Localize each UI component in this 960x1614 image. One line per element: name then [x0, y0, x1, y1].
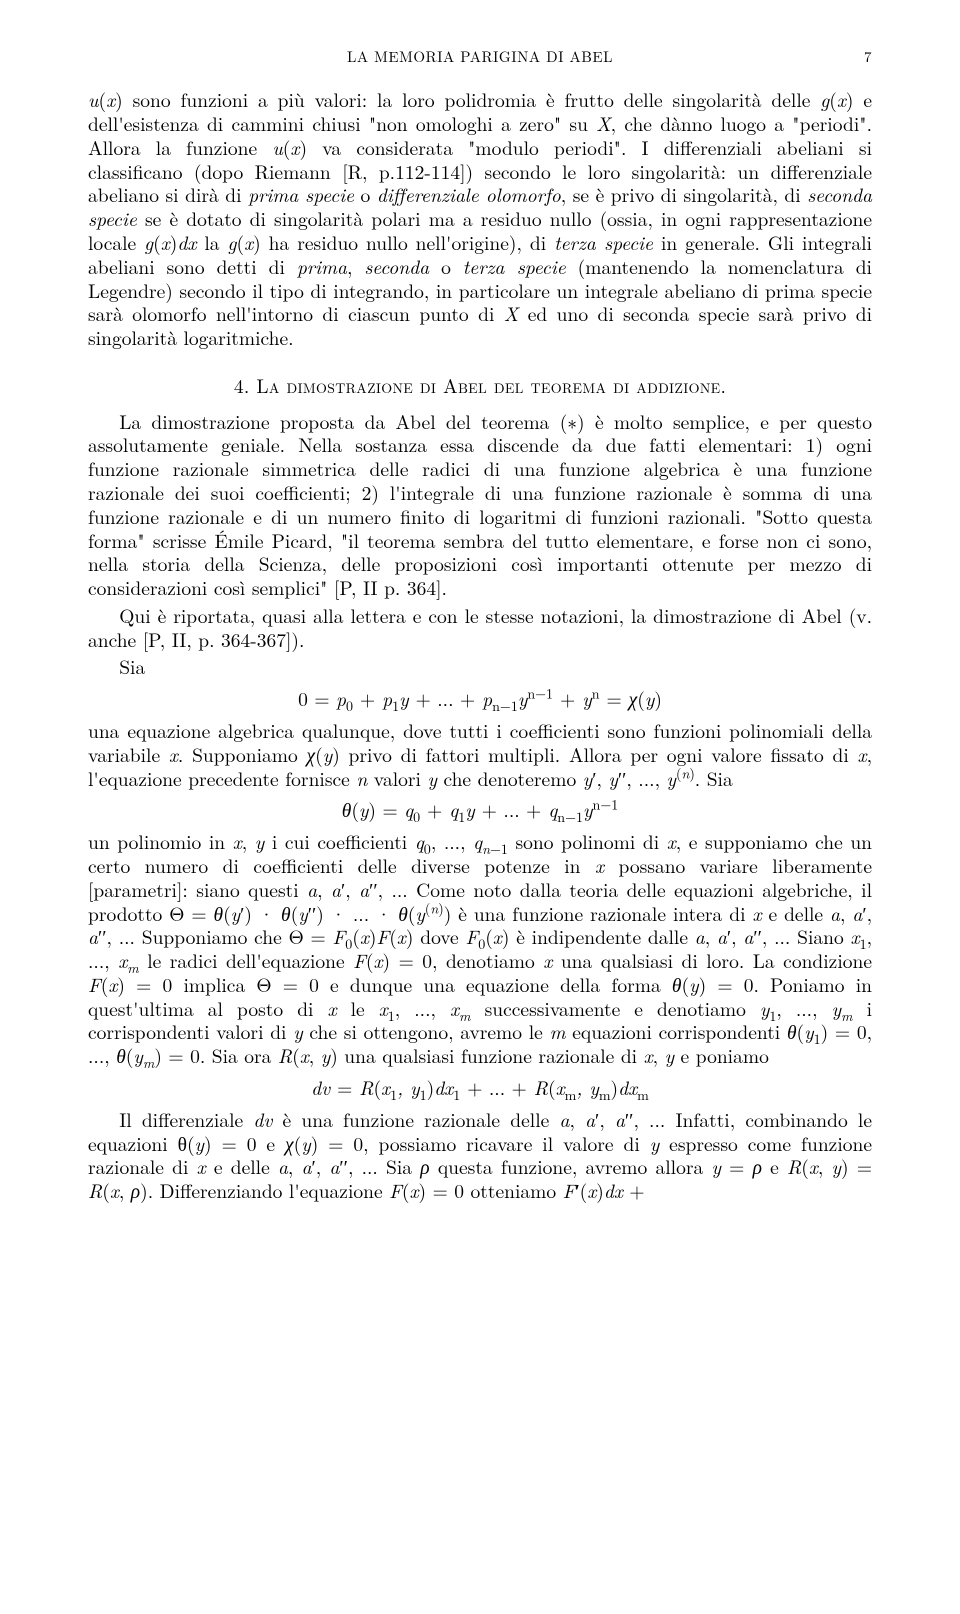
section-title: La dimostrazione di Abel del teorema di …	[256, 371, 726, 399]
paragraph-7: Il differenziale dv è una funzione razio…	[88, 1108, 872, 1203]
paragraph-5: una equazione algebrica qualunque, dove …	[88, 719, 872, 790]
page-number: 7	[852, 48, 872, 66]
page: LA MEMORIA PARIGINA DI ABEL 7 u(x) sono …	[0, 0, 960, 1247]
equation-3: dv = R(x1, y1)dx1 + ... + R(xm, ym)dxm	[88, 1076, 872, 1100]
paragraph-2: La dimostrazione proposta da Abel del te…	[88, 410, 872, 600]
paragraph-6: un polinomio in x, y i cui coefficienti …	[88, 830, 872, 1068]
paragraph-4-lead: Sia	[88, 655, 872, 679]
lead-sia-1: Sia	[119, 652, 145, 680]
running-head: LA MEMORIA PARIGINA DI ABEL 7	[88, 48, 872, 66]
section-heading: 4. La dimostrazione di Abel del teorema …	[88, 374, 872, 398]
equation-2: θ(y) = q0 + q1y + ... + qn−1yn−1	[88, 798, 872, 822]
section-number: 4.	[234, 371, 250, 399]
running-title: LA MEMORIA PARIGINA DI ABEL	[108, 48, 852, 66]
paragraph-3: Qui è riportata, quasi alla lettera e co…	[88, 604, 872, 652]
paragraph-1: u(x) sono funzioni a più valori: la loro…	[88, 88, 872, 350]
equation-1: 0 = p0 + p1y + ... + pn−1yn−1 + yn = χ(y…	[88, 687, 872, 711]
running-head-left-spacer	[88, 48, 108, 66]
